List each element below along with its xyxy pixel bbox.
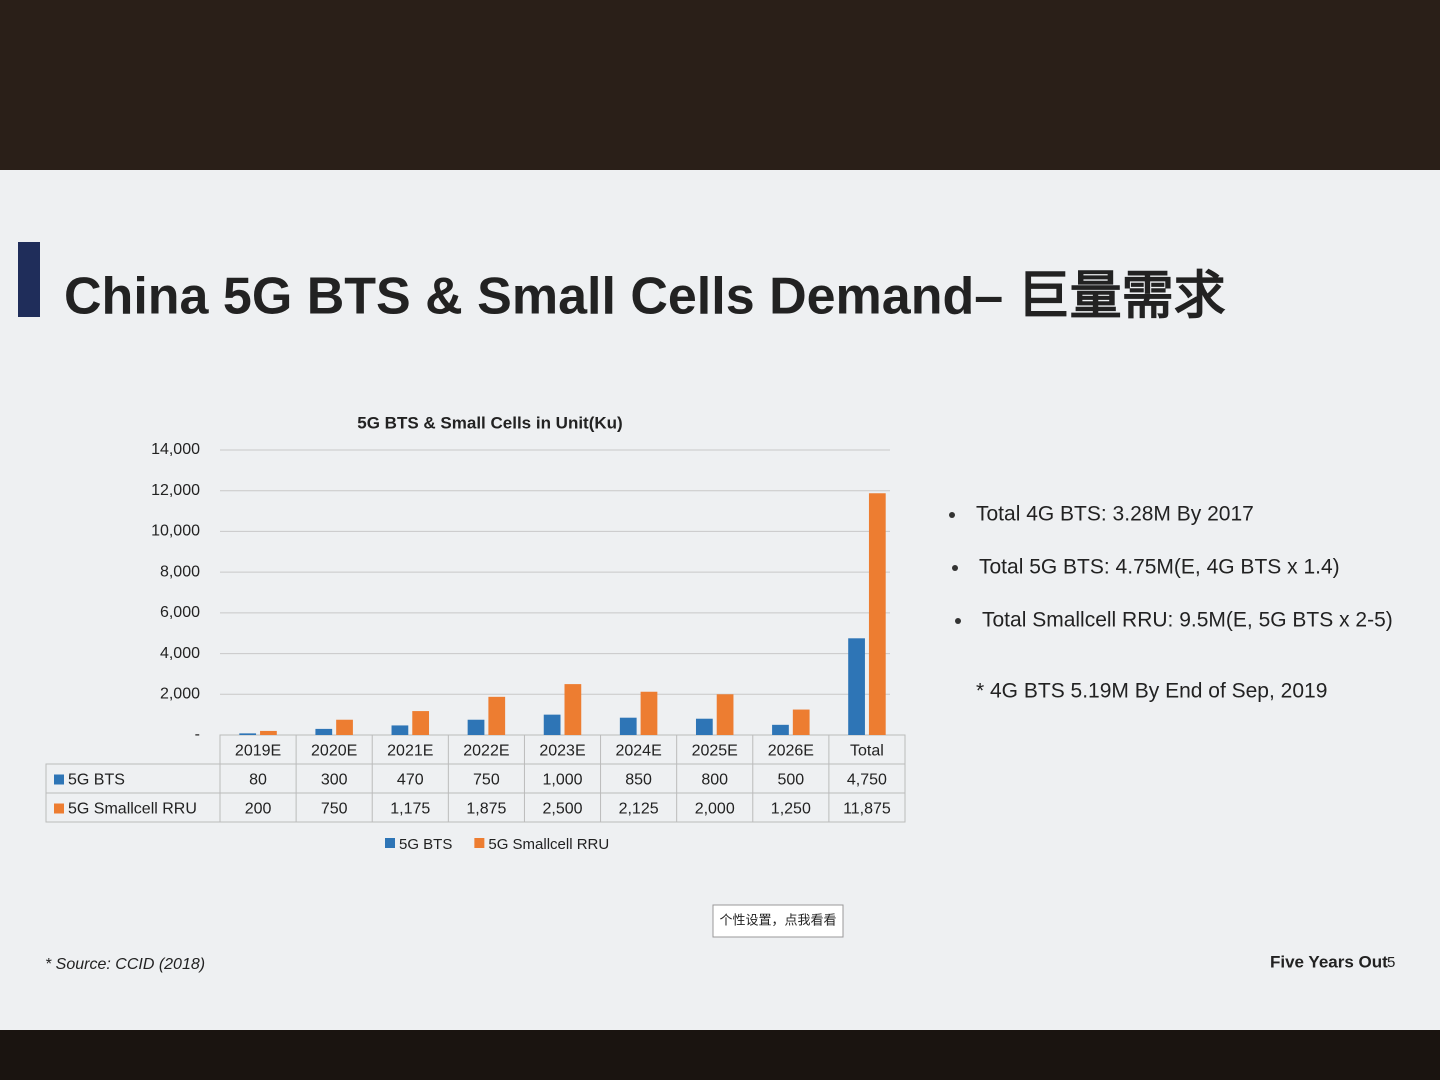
table-value: 80 [249,772,267,789]
table-swatch [54,803,64,814]
title-accent [18,242,40,317]
x-tick-label: 2020E [311,743,357,760]
table-value: 2,500 [542,801,582,818]
table-swatch [54,774,64,785]
table-value: 2,000 [695,801,735,818]
table-value: 11,875 [843,801,891,818]
table-value: 750 [473,772,500,789]
bar [619,717,637,735]
bar [239,733,257,735]
bar [543,714,561,735]
source: * Source: CCID (2018) [45,956,205,973]
x-tick-label: 2026E [768,743,814,760]
table-value: 200 [245,801,272,818]
bullet-dot [955,618,961,624]
slide [0,170,1440,1040]
table-value: 2,125 [619,801,659,818]
x-tick-label: 2024E [615,743,661,760]
table-value: 1,875 [466,801,506,818]
bar [792,709,810,735]
legend-swatch [385,838,395,848]
x-tick-label: 2019E [235,743,281,760]
legend-swatch [474,838,485,848]
ime-tooltip[interactable] [712,904,844,938]
bullet-dot [952,565,958,571]
footer: Five Years Out [1270,952,1388,971]
table-value: 1,000 [542,772,582,789]
x-tick-label: 2022E [463,743,509,760]
table-series-name: 5G BTS [68,772,125,789]
table-value: 1,175 [390,801,430,818]
x-tick-label: 2021E [387,743,433,760]
chart-title: 5G BTS & Small Cells in Unit(Ku) [357,413,622,432]
table-value: 4,750 [847,772,887,789]
bar [868,493,886,735]
bar [260,730,277,735]
table-value: 850 [625,772,652,789]
page-number: 5 [1387,954,1395,971]
bullet: Total Smallcell RRU: 9.5M(E, 5G BTS x 2-… [982,609,1393,632]
bar [695,718,713,735]
y-tick-label: 10,000 [151,523,200,540]
table-value: 1,250 [771,801,811,818]
table-value: 750 [321,801,348,818]
bullet-dot [949,512,955,518]
y-tick-label: - [195,726,200,743]
bar [488,696,506,735]
bullet: Total 4G BTS: 3.28M By 2017 [976,503,1254,526]
x-tick-label: Total [850,743,884,760]
table-value: 470 [397,772,424,789]
bar [564,684,582,735]
bar [848,638,865,735]
ime-tip[interactable]: 个性设置，点我看看 [719,912,836,927]
bar [336,719,353,735]
y-tick-label: 4,000 [160,645,200,662]
y-tick-label: 2,000 [160,686,200,703]
note: * 4G BTS 5.19M By End of Sep, 2019 [976,680,1327,703]
bar [467,719,485,735]
table-value: 800 [701,772,728,789]
bar [391,725,409,735]
legend-label: 5G BTS [399,836,452,853]
y-tick-label: 12,000 [151,482,200,499]
y-tick-label: 6,000 [160,604,200,621]
audience [0,1030,1440,1080]
table-series-name: 5G Smallcell RRU [68,801,197,818]
slide-title: China 5G BTS & Small Cells Demand– 巨量需求 [64,268,1226,326]
legend-label: 5G Smallcell RRU [488,836,609,853]
bar [315,728,333,735]
bullet: Total 5G BTS: 4.75M(E, 4G BTS x 1.4) [979,556,1340,579]
bar [412,711,430,735]
y-tick-label: 14,000 [151,441,200,458]
bar [640,691,658,735]
table-value: 500 [777,772,804,789]
stage-lights [0,0,1440,175]
x-tick-label: 2025E [692,743,738,760]
y-tick-label: 8,000 [160,563,200,580]
bar [716,694,734,735]
x-tick-label: 2023E [539,743,585,760]
table-value: 300 [321,772,348,789]
bar [772,724,789,735]
